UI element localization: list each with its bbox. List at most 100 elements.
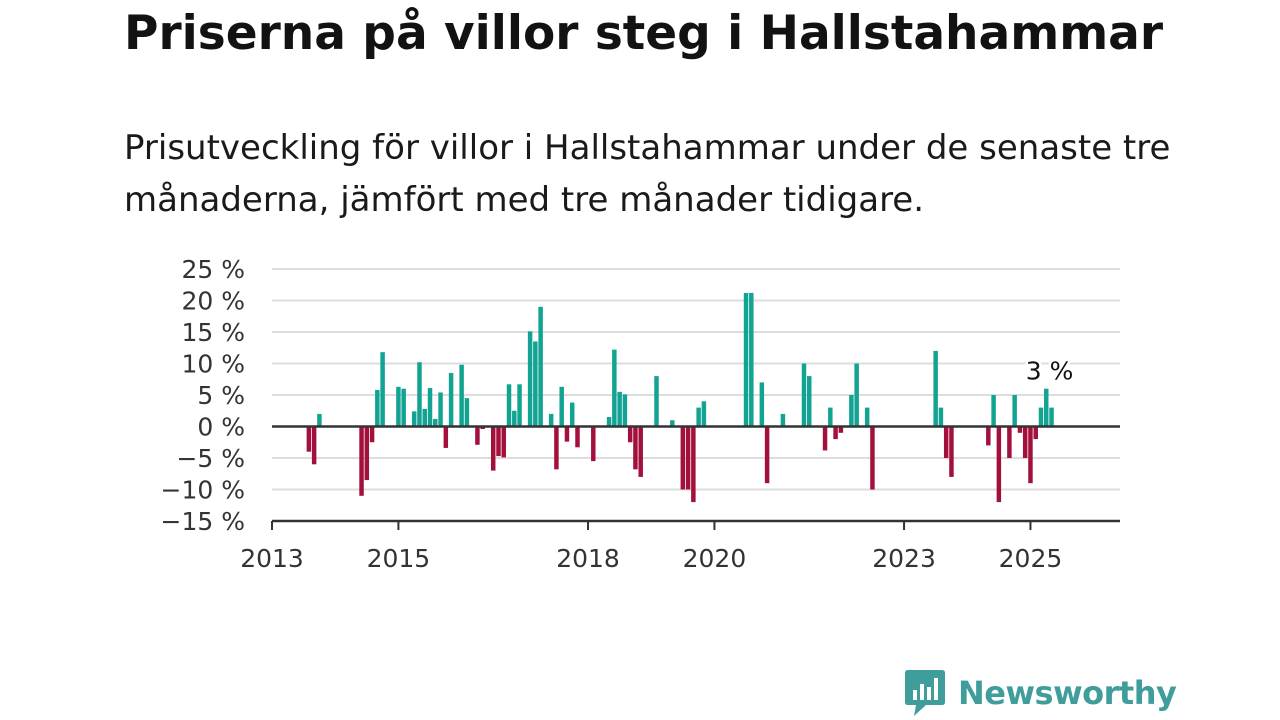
- bar: [691, 426, 696, 503]
- y-tick-label: −10 %: [161, 476, 245, 505]
- bar: [680, 426, 686, 490]
- bar: [464, 398, 470, 427]
- bar: [938, 407, 944, 427]
- bar: [670, 420, 675, 427]
- bars: [306, 292, 1054, 503]
- grid-lines: [272, 268, 1120, 491]
- x-tick-label: 2020: [683, 544, 747, 573]
- bar: [411, 411, 417, 427]
- bar: [554, 426, 559, 470]
- bar: [569, 402, 575, 427]
- bar: [749, 292, 754, 427]
- bar: [1028, 426, 1033, 484]
- bar: [627, 426, 633, 443]
- bar: [933, 350, 938, 427]
- bar: [822, 426, 828, 451]
- y-tick-label: −15 %: [161, 507, 245, 536]
- x-tick-label: 2013: [240, 544, 304, 573]
- axes: [271, 425, 1120, 530]
- bar: [512, 410, 517, 427]
- bar: [548, 413, 554, 427]
- bar: [459, 364, 464, 427]
- bar: [364, 426, 370, 481]
- bar: [854, 363, 859, 427]
- y-tick-label: 25 %: [181, 255, 245, 284]
- page-title: Priserna på villor steg i Hallstahammar: [124, 6, 1164, 61]
- chart-subtitle: Prisutveckling för villor i Hallstahamma…: [124, 128, 1171, 220]
- bar: [443, 426, 449, 448]
- bar: [427, 388, 433, 427]
- bar: [396, 386, 401, 427]
- bar: [1038, 407, 1044, 427]
- bar: [564, 426, 570, 442]
- bar: [701, 401, 707, 427]
- newsworthy-logo-icon: [905, 670, 945, 716]
- bar: [506, 384, 512, 427]
- bar: [617, 391, 622, 427]
- bar: [654, 376, 659, 427]
- bar: [559, 386, 564, 427]
- bar: [801, 363, 807, 427]
- x-axis-labels: 2013 2015 2018 2020 2023 2025: [240, 544, 1062, 573]
- bar: [475, 426, 480, 445]
- bar: [870, 426, 875, 490]
- brand-logo: Newsworthy: [904, 668, 1177, 718]
- bar: [807, 376, 812, 427]
- bar: [433, 418, 438, 427]
- bar: [317, 413, 322, 427]
- bar: [764, 426, 770, 484]
- bar: [759, 382, 765, 427]
- bar: [838, 426, 844, 433]
- bar: [991, 395, 996, 427]
- bar: [849, 395, 854, 427]
- bar: [780, 413, 786, 427]
- bar: [685, 426, 691, 490]
- bar: [533, 341, 538, 427]
- bar: [359, 426, 364, 496]
- bar: [612, 349, 617, 427]
- bar: [633, 426, 638, 470]
- x-tick-label: 2015: [367, 544, 431, 573]
- bar: [743, 292, 749, 427]
- annotations: 3 %: [1023, 354, 1076, 388]
- bar: [1017, 426, 1023, 433]
- bar: [949, 426, 954, 477]
- bar: [422, 408, 427, 427]
- bar: [1044, 388, 1049, 427]
- bar: [1007, 426, 1012, 458]
- bar: [517, 384, 522, 427]
- x-tick-label: 2018: [556, 544, 620, 573]
- bar: [864, 407, 870, 427]
- y-tick-label: −5 %: [176, 444, 245, 473]
- bar: [638, 426, 643, 477]
- bar-chart: 25 % 20 %15 % 10 %5 % 0 %−5 % −10 %−15 % 201…: [161, 255, 1120, 573]
- bar: [490, 426, 496, 471]
- bar: [1049, 407, 1054, 427]
- bar: [538, 306, 543, 427]
- bar: [401, 388, 406, 427]
- bar: [696, 407, 701, 427]
- bar: [480, 426, 485, 430]
- bar: [833, 426, 838, 440]
- bar: [1033, 426, 1038, 440]
- bar: [527, 331, 533, 427]
- bar: [311, 426, 317, 465]
- bar: [369, 426, 375, 443]
- brand-name: Newsworthy: [958, 674, 1177, 712]
- bar: [438, 392, 443, 427]
- bar: [996, 426, 1002, 503]
- x-tick-label: 2023: [872, 544, 936, 573]
- y-axis-labels: 25 % 20 %15 % 10 %5 % 0 %−5 % −10 %−15 %: [161, 255, 245, 536]
- y-tick-label: 20 %: [181, 287, 245, 316]
- bar: [375, 389, 380, 427]
- bar: [380, 352, 385, 427]
- bar: [986, 426, 991, 446]
- bar: [606, 417, 612, 427]
- bar: [1012, 395, 1017, 427]
- bar: [306, 426, 312, 452]
- bar: [943, 426, 949, 458]
- bar: [828, 407, 833, 427]
- y-tick-label: 0 %: [197, 413, 245, 442]
- latest-value-label: 3 %: [1026, 357, 1074, 386]
- bar: [501, 426, 506, 458]
